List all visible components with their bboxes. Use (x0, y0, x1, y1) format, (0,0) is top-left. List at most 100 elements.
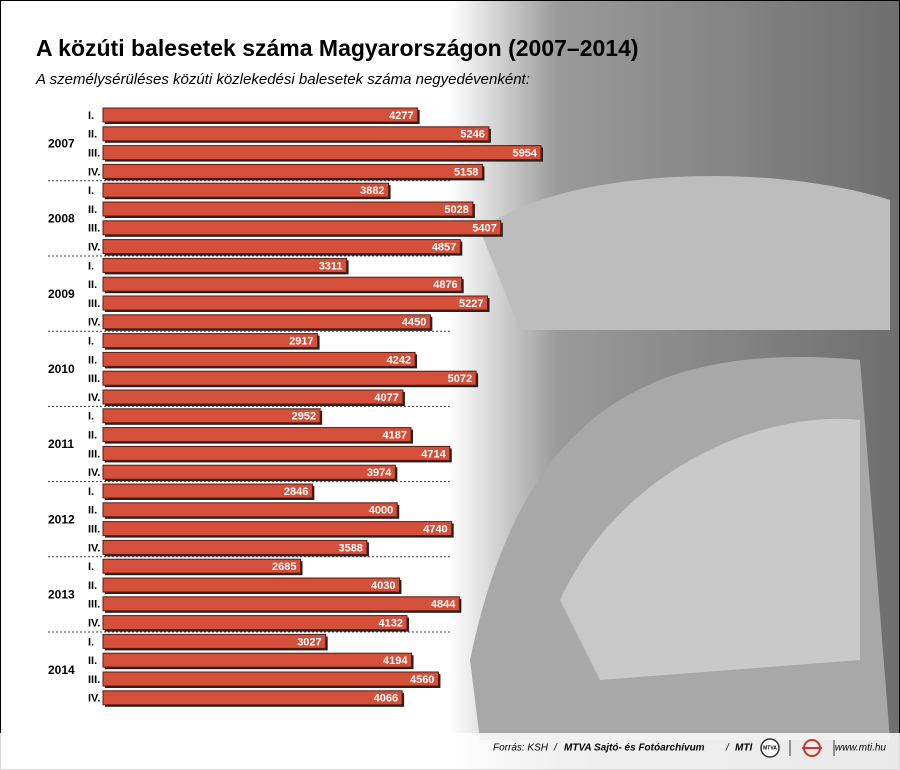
bar (102, 690, 403, 706)
bar (102, 145, 542, 161)
quarter-label: II. (88, 655, 97, 667)
quarter-label: IV. (88, 392, 100, 404)
year-label: 2008 (48, 212, 75, 226)
source: Forrás: KSH (493, 743, 549, 754)
quarter-label: I. (88, 110, 94, 122)
value-label: 5028 (444, 204, 468, 216)
logo (760, 738, 780, 758)
quarter-label: IV. (88, 317, 100, 329)
quarter-label: III. (88, 448, 100, 460)
bar (102, 615, 408, 631)
separator: / (725, 743, 730, 754)
value-label: 2917 (289, 336, 313, 348)
quarter-label: IV. (88, 542, 100, 554)
value-label: 3882 (360, 185, 384, 197)
bar (102, 577, 400, 593)
value-label: 4876 (433, 279, 457, 291)
quarter-label: I. (88, 260, 94, 272)
year-label: 2014 (48, 663, 75, 677)
value-label: 5158 (454, 166, 478, 178)
quarter-label: IV. (88, 467, 100, 479)
bar (102, 464, 396, 480)
logo-text: MTVA (763, 745, 777, 751)
quarter-label: II. (88, 279, 97, 291)
value-label: 2685 (272, 561, 296, 573)
bar (102, 182, 390, 198)
value-label: 4857 (432, 242, 456, 254)
bar (102, 220, 502, 236)
value-label: 4560 (410, 674, 434, 686)
value-label: 2952 (292, 411, 316, 423)
year-label: 2013 (48, 588, 75, 602)
quarter-label: II. (88, 505, 97, 517)
quarter-label: II. (88, 580, 97, 592)
bar (102, 596, 460, 612)
year-label: 2011 (48, 437, 74, 451)
photo-shape (480, 176, 890, 330)
value-label: 4030 (371, 580, 395, 592)
quarter-label: I. (88, 411, 94, 423)
quarter-label: III. (88, 524, 100, 536)
quarter-label: IV. (88, 166, 100, 178)
bar (102, 107, 419, 123)
bar (102, 389, 404, 405)
quarter-label: II. (88, 354, 97, 366)
bar (102, 333, 319, 349)
bar (102, 671, 439, 687)
bar (102, 163, 483, 179)
bar (102, 539, 368, 555)
bar (102, 408, 321, 424)
chart-title: A közúti balesetek száma Magyarországon … (36, 35, 639, 61)
bar (102, 633, 327, 649)
quarter-label: I. (88, 486, 94, 498)
quarter-label: IV. (88, 618, 100, 630)
value-label: 5407 (472, 223, 496, 235)
quarter-label: II. (88, 129, 97, 141)
quarter-label: II. (88, 430, 97, 442)
photo-shape (560, 418, 860, 680)
bar (102, 445, 451, 461)
bar (102, 351, 416, 367)
bar (102, 652, 413, 668)
year-label: 2007 (48, 136, 75, 150)
value-label: 3027 (297, 636, 321, 648)
bar (102, 502, 398, 518)
value-label: 4132 (378, 618, 402, 630)
value-label: 4000 (369, 505, 393, 517)
year-label: 2010 (48, 362, 75, 376)
quarter-label: II. (88, 204, 97, 216)
year-label: 2012 (48, 512, 75, 526)
year-label: 2009 (48, 287, 75, 301)
quarter-label: I. (88, 336, 94, 348)
bar (102, 483, 313, 499)
value-label: 4450 (402, 317, 426, 329)
value-label: 3311 (319, 260, 343, 272)
bar (102, 295, 489, 311)
value-label: 4242 (387, 354, 411, 366)
quarter-label: III. (88, 674, 100, 686)
quarter-label: III. (88, 373, 100, 385)
value-label: 4077 (374, 392, 398, 404)
bar (102, 314, 431, 330)
footer-bg (0, 733, 900, 770)
value-label: 4740 (423, 524, 447, 536)
bar (102, 239, 461, 255)
bar (102, 257, 348, 273)
source-agency: MTI (735, 743, 752, 754)
value-label: 4277 (389, 110, 413, 122)
value-label: 4187 (383, 430, 407, 442)
bar (102, 201, 474, 217)
quarter-label: III. (88, 148, 100, 160)
quarter-label: III. (88, 298, 100, 310)
bar (102, 521, 453, 537)
value-label: 4714 (421, 448, 446, 460)
quarter-label: I. (88, 561, 94, 573)
value-label: 3588 (338, 542, 362, 554)
value-label: 4194 (383, 655, 408, 667)
bar (102, 126, 490, 142)
quarter-label: III. (88, 599, 100, 611)
url: www.mti.hu (835, 743, 887, 754)
quarter-label: IV. (88, 693, 100, 705)
value-label: 5072 (448, 373, 472, 385)
